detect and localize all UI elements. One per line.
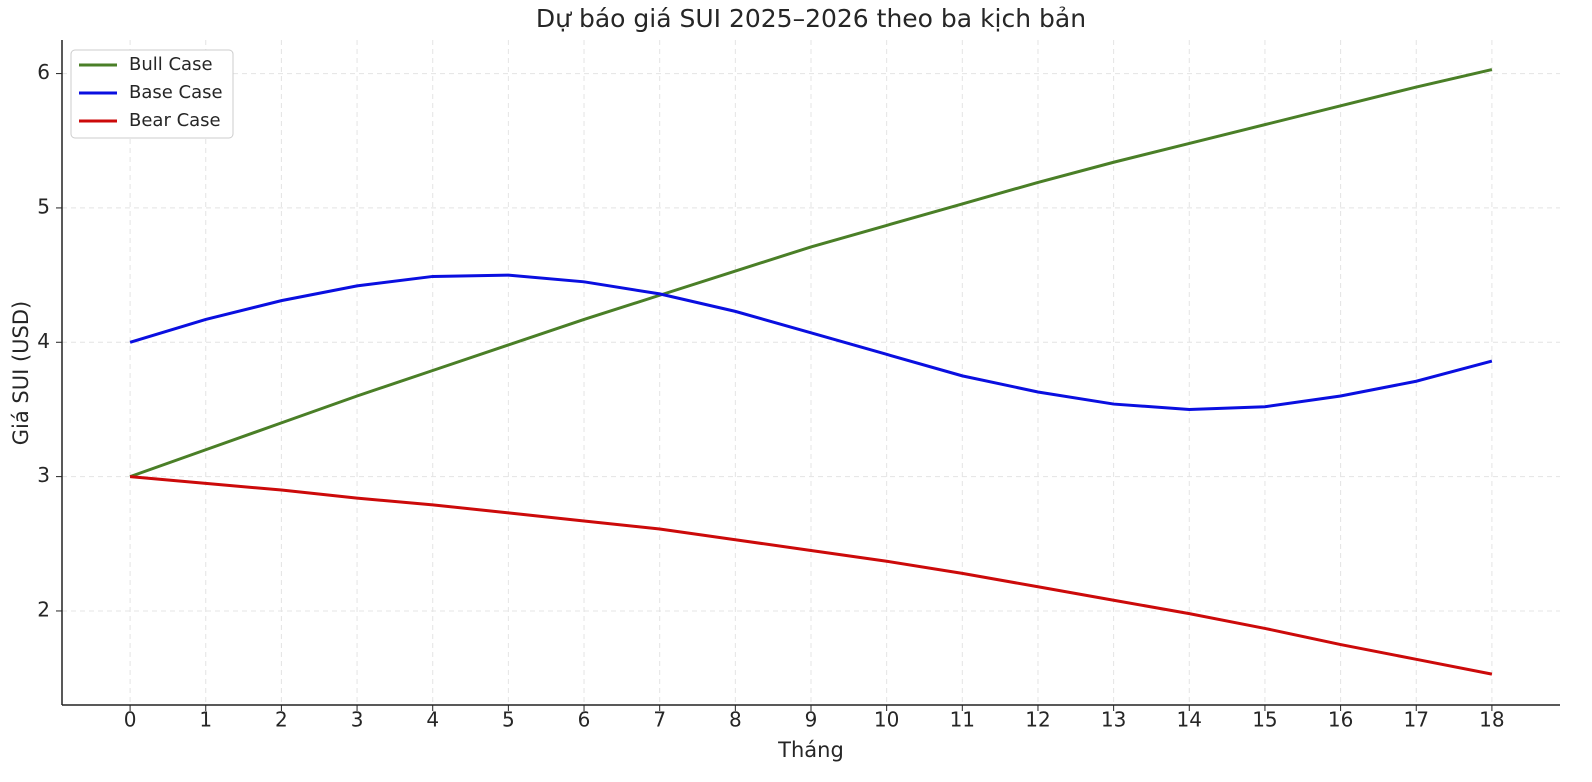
- x-tick-label: 0: [124, 708, 137, 732]
- x-tick-label: 4: [426, 708, 439, 732]
- x-tick-label: 14: [1177, 708, 1202, 732]
- x-tick-label: 16: [1328, 708, 1353, 732]
- x-tick-label: 11: [950, 708, 975, 732]
- line-series: [129, 273, 1493, 411]
- legend: Bull Case Base Case Bear Case: [70, 49, 234, 139]
- y-tick-label: 4: [37, 329, 50, 353]
- line-series: [129, 475, 1493, 676]
- y-tick-label: 6: [37, 60, 50, 84]
- x-tick-label: 10: [874, 708, 899, 732]
- y-axis-label: Giá SUI (USD): [9, 301, 33, 445]
- x-tick-label: 3: [351, 708, 364, 732]
- y-tick-label: 3: [37, 463, 50, 487]
- x-tick-label: 7: [653, 708, 666, 732]
- x-tick-label: 8: [729, 708, 742, 732]
- legend-box: [70, 49, 234, 139]
- x-tick-label: 2: [275, 708, 288, 732]
- x-tick-label: 6: [578, 708, 591, 732]
- x-tick-label: 1: [199, 708, 212, 732]
- x-tick-label: 15: [1252, 708, 1277, 732]
- x-tick-label: 17: [1404, 708, 1429, 732]
- x-tick-label: 18: [1479, 708, 1504, 732]
- legend-label: Base Case: [129, 82, 223, 103]
- chart-title: Dự báo giá SUI 2025–2026 theo ba kịch bả…: [536, 4, 1086, 33]
- x-tick-label: 9: [805, 708, 818, 732]
- y-tick-label: 5: [37, 194, 50, 218]
- x-tick-label: 13: [1101, 708, 1126, 732]
- line-series: [129, 68, 1493, 479]
- legend-label: Bear Case: [129, 110, 221, 131]
- x-tick-label: 12: [1025, 708, 1050, 732]
- legend-label: Bull Case: [129, 54, 213, 75]
- x-axis-label: Tháng: [777, 738, 844, 762]
- x-tick-label: 5: [502, 708, 515, 732]
- y-tick-label: 2: [37, 597, 50, 621]
